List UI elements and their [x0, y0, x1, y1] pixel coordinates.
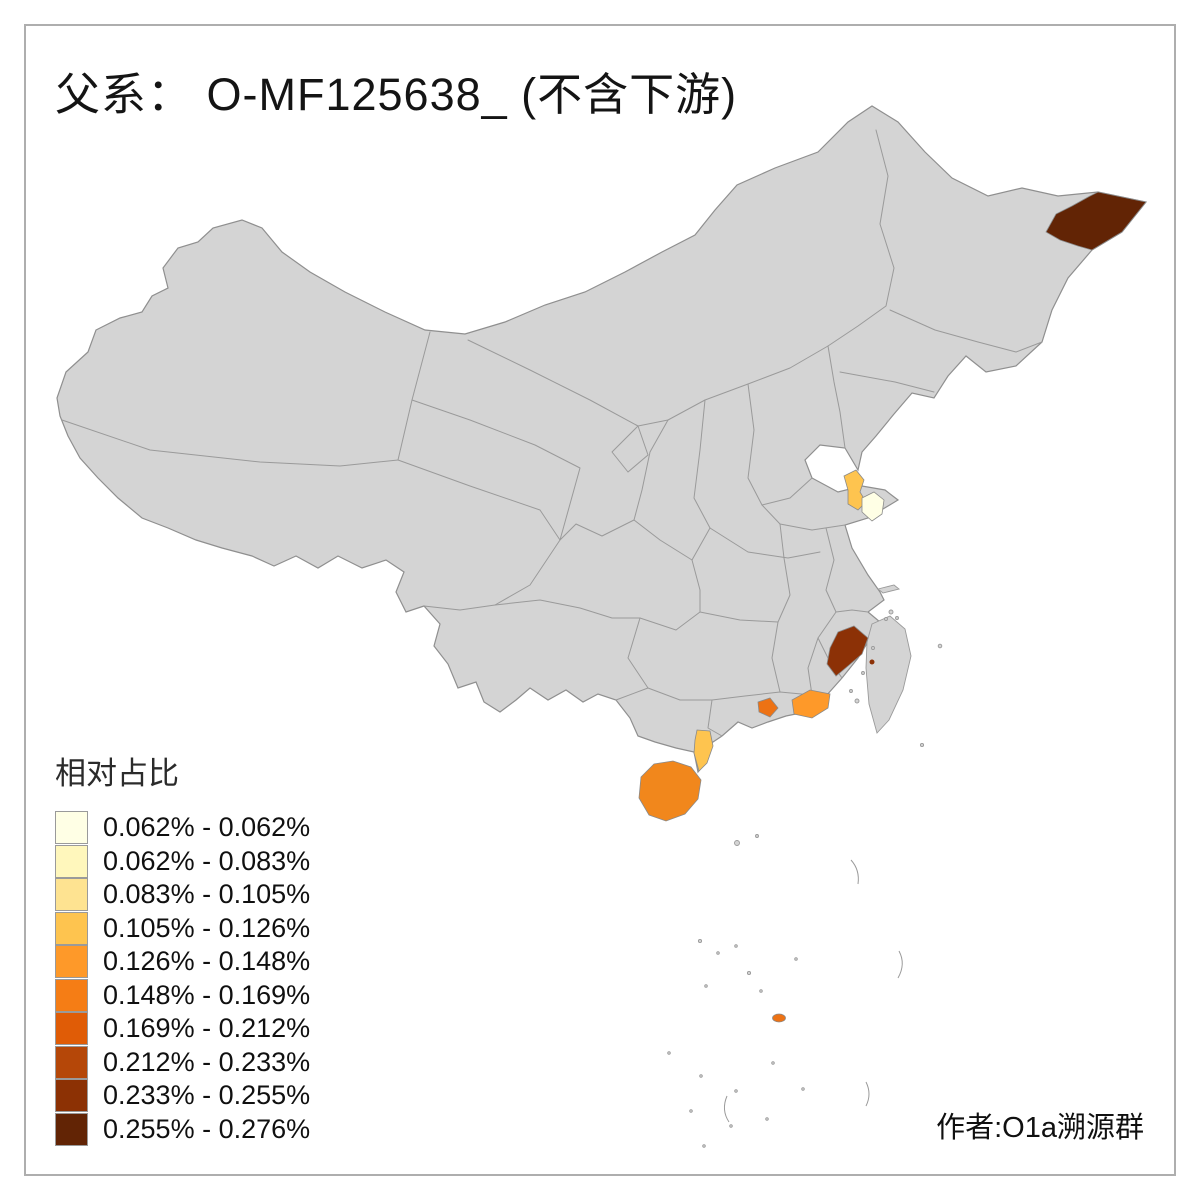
legend: 相对占比 0.062% - 0.062% 0.062% - 0.083% 0.0… — [55, 748, 310, 1146]
legend-swatch — [55, 1012, 88, 1046]
figure-title: 父系： O-MF125638_ (不含下游) — [55, 69, 738, 120]
region-fujian-islet — [869, 659, 875, 665]
legend-item: 0.062% - 0.083% — [55, 844, 311, 879]
legend-swatch — [55, 1045, 88, 1079]
legend-swatch — [55, 1079, 88, 1113]
legend-item: 0.105% - 0.126% — [55, 911, 311, 946]
region-fujian-coast — [826, 625, 869, 677]
legend-item: 0.083% - 0.105% — [55, 878, 310, 912]
region-northeast-heilongjiang — [1045, 191, 1147, 251]
highlighted-regions — [638, 191, 1147, 1023]
legend-title: 相对占比 — [55, 756, 179, 791]
legend-label: 0.148% - 0.169% — [103, 979, 311, 1010]
taiwan-island — [865, 615, 912, 734]
legend-label: 0.062% - 0.062% — [103, 812, 311, 843]
region-hainan — [638, 760, 702, 822]
chongming-island — [877, 584, 900, 594]
province-borders — [61, 129, 1043, 737]
islands-group — [849, 584, 943, 748]
legend-swatch — [55, 978, 88, 1012]
region-guangdong-pearl-delta — [757, 697, 779, 718]
region-jiangsu-east-cream — [861, 491, 885, 522]
legend-swatch — [55, 1112, 88, 1146]
legend-item: 0.212% - 0.233% — [55, 1045, 311, 1080]
author-credit: 作者:O1a溯源群 — [936, 1112, 1144, 1144]
legend-item: 0.169% - 0.212% — [55, 1012, 310, 1046]
legend-label: 0.169% - 0.212% — [103, 1013, 311, 1044]
south-china-sea-islands — [667, 834, 903, 1148]
legend-label: 0.105% - 0.126% — [103, 912, 311, 943]
legend-swatch — [55, 945, 88, 979]
legend-item: 0.148% - 0.169% — [55, 978, 311, 1013]
legend-label: 0.062% - 0.083% — [103, 845, 311, 876]
legend-item: 0.126% - 0.148% — [55, 945, 310, 979]
china-mainland — [56, 105, 1148, 774]
legend-item: 0.062% - 0.062% — [55, 811, 310, 845]
legend-item: 0.233% - 0.255% — [55, 1079, 310, 1113]
region-south-china-sea-islet — [772, 1013, 786, 1023]
legend-label: 0.255% - 0.276% — [103, 1113, 311, 1144]
legend-label: 0.233% - 0.255% — [103, 1080, 311, 1111]
legend-label: 0.083% - 0.105% — [103, 879, 311, 910]
legend-item: 0.255% - 0.276% — [55, 1112, 311, 1147]
legend-label: 0.212% - 0.233% — [103, 1046, 311, 1077]
legend-swatch — [55, 911, 88, 945]
region-guangdong-chaoshan — [791, 689, 831, 719]
legend-swatch — [55, 878, 88, 912]
legend-label: 0.126% - 0.148% — [103, 946, 311, 977]
legend-swatch — [55, 811, 88, 845]
legend-swatch — [55, 844, 88, 878]
region-leizhou-peninsula — [693, 729, 714, 772]
